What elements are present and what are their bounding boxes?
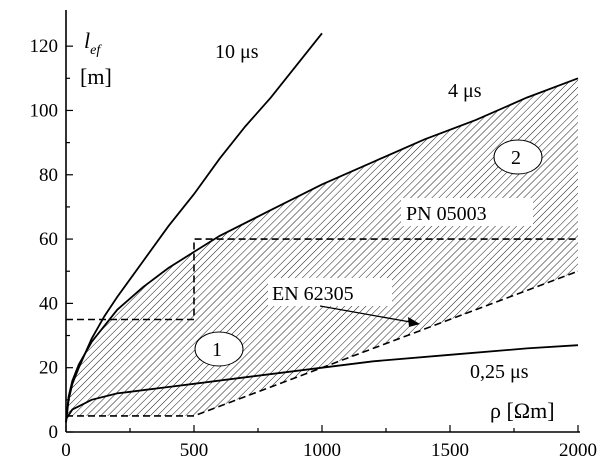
axes bbox=[65, 10, 580, 433]
y-tick-label: 40 bbox=[39, 293, 58, 314]
x-tick-label: 1500 bbox=[431, 440, 469, 461]
x-axis-label: ρ [Ωm] bbox=[490, 398, 555, 423]
series-line-4-s bbox=[65, 77, 579, 423]
label-en-62305: EN 62305 bbox=[272, 283, 354, 305]
y-tick-label: 20 bbox=[39, 358, 58, 379]
label-10us: 10 μs bbox=[215, 41, 259, 63]
label-4us: 4 μs bbox=[448, 80, 482, 102]
label-pn-05003: PN 05003 bbox=[406, 203, 487, 225]
y-axis-label-main: l bbox=[84, 28, 90, 53]
hatched-region bbox=[66, 78, 578, 423]
ticks: 0 500 1000 1500 2000 0 20 40 60 80 100 120 bbox=[30, 36, 598, 461]
y-axis-label: lef bbox=[84, 28, 102, 58]
y-tick-label: 100 bbox=[30, 100, 59, 121]
series-line-en-62305 bbox=[66, 270, 579, 417]
en-pointer-arrowhead bbox=[408, 317, 420, 327]
y-tick-label: 60 bbox=[39, 229, 58, 250]
y-axis-unit: [m] bbox=[80, 64, 112, 89]
series-line-10-s bbox=[65, 32, 323, 423]
en-pointer-line bbox=[319, 305, 417, 324]
region2-marker bbox=[493, 139, 543, 175]
y-tick-label: 80 bbox=[39, 165, 58, 186]
region2-label: 2 bbox=[511, 147, 521, 169]
hatched-regions bbox=[66, 78, 578, 423]
en-label-box bbox=[268, 278, 392, 306]
y-axis-label-sub: ef bbox=[90, 43, 102, 58]
x-tick-label: 2000 bbox=[559, 440, 597, 461]
series-line-0-25-s bbox=[65, 344, 579, 420]
y-tick-label: 0 bbox=[49, 422, 59, 443]
x-tick-label: 0 bbox=[61, 440, 71, 461]
x-label-box bbox=[486, 392, 570, 422]
y-tick-label: 120 bbox=[30, 36, 59, 57]
series-layer bbox=[65, 32, 579, 423]
label-025us: 0,25 μs bbox=[470, 361, 529, 383]
region1-label: 1 bbox=[212, 339, 222, 361]
x-tick-label: 500 bbox=[180, 440, 209, 461]
x-tick-label: 1000 bbox=[303, 440, 341, 461]
region1-marker bbox=[194, 331, 244, 367]
series-line-pn-05003 bbox=[66, 238, 578, 321]
pn-label-box bbox=[401, 198, 533, 226]
